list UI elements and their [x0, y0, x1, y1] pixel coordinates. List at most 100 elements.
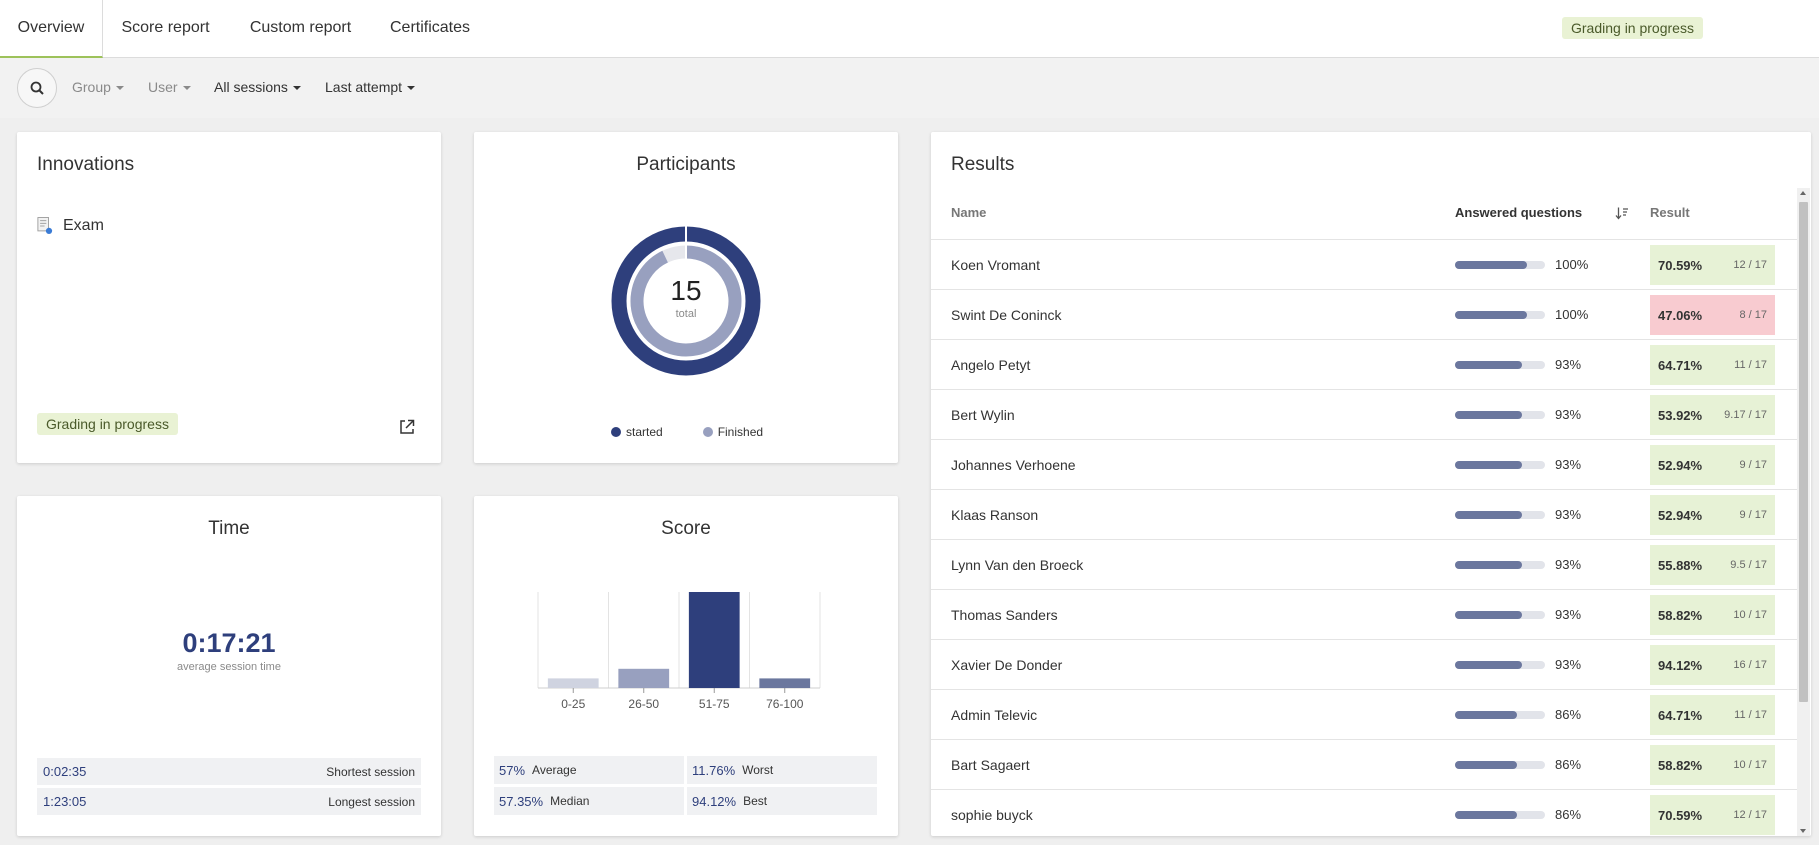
participant-name[interactable]: Koen Vromant: [951, 257, 1040, 273]
answered-progress-bar: [1455, 461, 1545, 469]
shortest-session-row: 0:02:35 Shortest session: [37, 758, 421, 785]
result-percentage: 64.71%: [1658, 357, 1703, 373]
result-percentage: 52.94%: [1658, 507, 1703, 523]
innovation-status-badge: Grading in progress: [37, 413, 178, 435]
result-percentage: 70.59%: [1658, 257, 1703, 273]
stat-value: 94.12%: [692, 793, 737, 809]
user-filter-dropdown[interactable]: User: [148, 79, 191, 95]
results-scrollbar[interactable]: [1797, 188, 1810, 836]
stat-value: 57%: [499, 762, 526, 778]
x-tick-label: 0-25: [561, 697, 585, 711]
column-header-result[interactable]: Result: [1650, 205, 1690, 220]
result-percentage: 58.82%: [1658, 757, 1703, 773]
tab-custom-report[interactable]: Custom report: [249, 19, 352, 36]
result-row[interactable]: Admin Televic 86% 64.71% 11 / 17: [931, 689, 1797, 739]
innovation-item[interactable]: Exam: [37, 217, 104, 235]
participant-name[interactable]: Angelo Petyt: [951, 357, 1031, 373]
answered-progress-fill: [1455, 761, 1517, 769]
result-score: 11 / 17: [1734, 359, 1767, 371]
result-row[interactable]: Bert Wylin 93% 53.92% 9.17 / 17: [931, 389, 1797, 439]
scroll-up-arrow-icon[interactable]: [1800, 191, 1806, 195]
result-badge: 70.59% 12 / 17: [1650, 245, 1775, 285]
grading-status-badge: Grading in progress: [1562, 17, 1703, 39]
result-score: 10 / 17: [1733, 609, 1767, 621]
result-row[interactable]: Thomas Sanders 93% 58.82% 10 / 17: [931, 589, 1797, 639]
result-percentage: 53.92%: [1658, 407, 1703, 423]
top-tab-bar: Overview Score report Custom report Cert…: [0, 0, 1819, 58]
result-badge: 52.94% 9 / 17: [1650, 445, 1775, 485]
result-score: 9 / 17: [1739, 509, 1767, 521]
result-percentage: 64.71%: [1658, 707, 1703, 723]
participants-card: Participants 15 total started Finished: [474, 132, 898, 463]
result-row[interactable]: Swint De Coninck 100% 47.06% 8 / 17: [931, 289, 1797, 339]
score-bar: [618, 668, 670, 688]
answered-progress-bar: [1455, 611, 1545, 619]
x-tick-label: 76-100: [766, 697, 804, 711]
result-row[interactable]: Angelo Petyt 93% 64.71% 11 / 17: [931, 339, 1797, 389]
score-bar: [547, 678, 599, 688]
result-score: 11 / 17: [1734, 709, 1767, 721]
participant-name[interactable]: Xavier De Donder: [951, 657, 1063, 673]
answered-percentage: 93%: [1555, 507, 1582, 522]
sessions-filter-dropdown[interactable]: All sessions: [214, 79, 301, 95]
column-header-answered[interactable]: Answered questions: [1455, 205, 1583, 220]
participant-name[interactable]: sophie buyck: [951, 807, 1033, 823]
result-row[interactable]: Johannes Verhoene 93% 52.94% 9 / 17: [931, 439, 1797, 489]
scroll-down-arrow-icon[interactable]: [1800, 829, 1806, 833]
answered-percentage: 93%: [1555, 457, 1582, 472]
answered-progress-bar: [1455, 511, 1545, 519]
innovations-title: Innovations: [37, 154, 135, 175]
stat-average: 57% Average: [494, 756, 684, 784]
group-filter-label: Group: [72, 79, 111, 95]
tab-certificates[interactable]: Certificates: [389, 19, 471, 36]
group-filter-dropdown[interactable]: Group: [72, 79, 124, 95]
participant-name[interactable]: Swint De Coninck: [951, 307, 1062, 323]
participant-name[interactable]: Bart Sagaert: [951, 757, 1030, 773]
answered-progress-bar: [1455, 411, 1545, 419]
participant-name[interactable]: Klaas Ranson: [951, 507, 1039, 523]
innovations-card: Innovations Exam Grading in progress: [17, 132, 441, 463]
scrollbar-thumb[interactable]: [1799, 202, 1808, 702]
result-badge: 52.94% 9 / 17: [1650, 495, 1775, 535]
legend-item-finished: Finished: [702, 425, 763, 439]
stat-worst: 11.76% Worst: [687, 756, 877, 784]
participants-legend: started Finished: [611, 425, 763, 439]
result-row[interactable]: Lynn Van den Broeck 93% 55.88% 9.5 / 17: [931, 539, 1797, 589]
result-row[interactable]: Koen Vromant 100% 70.59% 12 / 17: [931, 239, 1797, 289]
answered-percentage: 93%: [1555, 657, 1582, 672]
result-row[interactable]: sophie buyck 86% 70.59% 12 / 17: [931, 789, 1797, 836]
result-score: 8 / 17: [1739, 309, 1767, 321]
participants-title: Participants: [636, 154, 736, 175]
tab-overview[interactable]: Overview: [0, 0, 103, 58]
answered-progress-bar: [1455, 361, 1545, 369]
user-filter-label: User: [148, 79, 178, 95]
results-table-body: Koen Vromant 100% 70.59% 12 / 17 Swint De Co…: [931, 239, 1797, 836]
answered-progress-fill: [1455, 711, 1517, 719]
participant-name[interactable]: Johannes Verhoene: [951, 457, 1076, 473]
stat-best: 94.12% Best: [687, 787, 877, 815]
result-badge: 64.71% 11 / 17: [1650, 345, 1775, 385]
sort-descending-icon[interactable]: [1615, 206, 1629, 220]
x-tick-label: 26-50: [628, 697, 659, 711]
answered-progress-fill: [1455, 661, 1522, 669]
participant-name[interactable]: Bert Wylin: [951, 407, 1015, 423]
result-score: 9 / 17: [1739, 459, 1767, 471]
result-row[interactable]: Klaas Ranson 93% 52.94% 9 / 17: [931, 489, 1797, 539]
attempt-filter-dropdown[interactable]: Last attempt: [325, 79, 416, 95]
result-row[interactable]: Bart Sagaert 86% 58.82% 10 / 17: [931, 739, 1797, 789]
participant-name[interactable]: Thomas Sanders: [951, 607, 1058, 623]
participant-name[interactable]: Lynn Van den Broeck: [951, 557, 1084, 573]
results-card: Results Name Answered questions Result K…: [931, 132, 1811, 836]
open-external-icon[interactable]: [399, 419, 415, 435]
column-header-name[interactable]: Name: [951, 205, 987, 220]
time-card: Time 0:17:21 average session time 0:02:3…: [17, 496, 441, 836]
caret-down-icon: [292, 86, 301, 91]
result-score: 12 / 17: [1733, 259, 1767, 271]
score-distribution-chart: 0-25 26-50 51-75 76-100: [537, 592, 821, 711]
search-button[interactable]: [17, 68, 57, 108]
result-row[interactable]: Xavier De Donder 93% 94.12% 16 / 17: [931, 639, 1797, 689]
participant-name[interactable]: Admin Televic: [951, 707, 1038, 723]
average-session-time: 0:17:21: [182, 628, 276, 658]
result-badge: 47.06% 8 / 17: [1650, 295, 1775, 335]
tab-score-report[interactable]: Score report: [121, 19, 210, 36]
